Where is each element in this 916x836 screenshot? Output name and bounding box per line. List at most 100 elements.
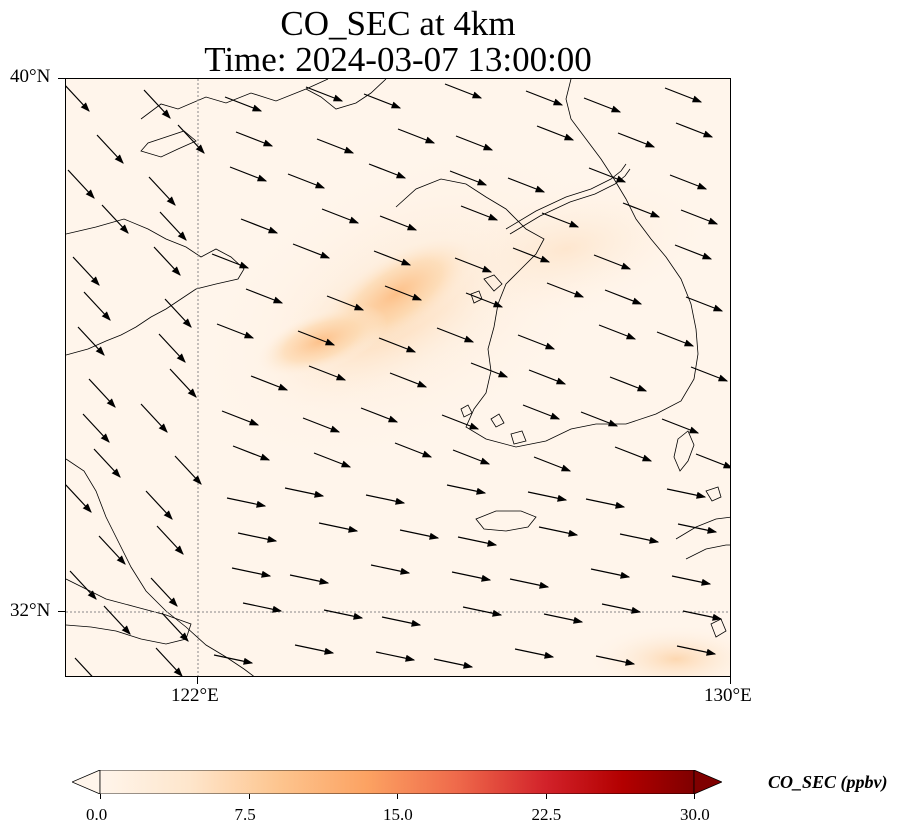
wind-arrow: [242, 602, 283, 613]
wind-arrow: [522, 404, 561, 420]
wind-arrow: [237, 532, 278, 543]
wind-arrow: [67, 169, 95, 199]
wind-arrow: [454, 257, 493, 273]
wind-arrow: [232, 445, 271, 461]
wind-arrow: [155, 647, 183, 676]
wind-arrow: [462, 606, 503, 617]
gridlines: [66, 79, 730, 676]
wind-arrow: [614, 446, 653, 462]
wind-arrow: [363, 93, 402, 109]
wind-arrow: [294, 644, 335, 655]
colorbar-tick-label: 30.0: [680, 805, 710, 824]
wind-arrow: [287, 173, 326, 189]
wind-arrow: [656, 331, 695, 347]
wind-arrow: [394, 442, 433, 458]
lon-tick-122: [197, 677, 198, 684]
co-plume: [192, 139, 730, 676]
wind-arrow: [598, 324, 637, 340]
wind-arrow: [229, 166, 268, 182]
colorbar-tick: [545, 794, 547, 799]
wind-arrow: [77, 326, 105, 356]
wind-arrow: [83, 291, 111, 321]
lon-tick-label-122: 122°E: [171, 685, 219, 706]
wind-arrow: [389, 372, 428, 388]
wind-arrow: [153, 246, 181, 276]
wind-arrow: [66, 85, 90, 112]
wind-arrow: [370, 564, 411, 575]
wind-arrow: [302, 417, 341, 433]
wind-arrow: [88, 378, 116, 408]
map-panel: [65, 78, 731, 677]
wind-arrow: [449, 170, 488, 186]
map-canvas: [66, 79, 730, 676]
map-title-line1: CO_SEC at 4km: [280, 4, 516, 43]
wind-arrow: [381, 616, 422, 627]
wind-arrow: [150, 577, 178, 607]
wind-arrow: [446, 484, 487, 495]
colorbar-graphic: [70, 769, 724, 795]
wind-arrow: [525, 90, 564, 106]
lat-tick-label-40: 40°N: [10, 66, 51, 87]
wind-arrow: [666, 488, 707, 499]
wind-arrow: [661, 418, 700, 434]
wind-arrow: [546, 282, 585, 298]
wind-arrow: [221, 410, 260, 426]
wind-arrow: [588, 167, 627, 183]
wind-arrow: [457, 536, 498, 547]
colorbar-tick-label: 0.0: [86, 805, 108, 824]
colorbar-label: CO_SEC (ppbv): [768, 772, 888, 792]
lat-tick-label-32: 32°N: [10, 600, 51, 621]
wind-arrow: [677, 523, 718, 534]
wind-arrow: [379, 215, 418, 231]
wind-arrow: [245, 288, 284, 304]
wind-arrow: [148, 176, 176, 206]
wind-arrow: [528, 369, 567, 385]
wind-arrow: [292, 243, 331, 259]
colorbar-min-extend: [70, 769, 101, 795]
colorbar-tick-label: 22.5: [531, 805, 562, 824]
lon-tick-label-130: 130°E: [704, 685, 752, 706]
wind-arrow: [213, 654, 254, 665]
wind-arrow: [676, 645, 717, 656]
wind-arrow: [583, 97, 622, 113]
wind-arrow: [69, 570, 97, 600]
wind-arrow: [533, 456, 572, 472]
wind-arrow: [297, 330, 336, 346]
wind-arrow: [316, 138, 355, 154]
wind-arrow: [305, 86, 344, 102]
wind-arrow: [536, 125, 575, 141]
lat-tick-32: [58, 611, 65, 612]
colorbar: [70, 769, 724, 795]
colorbar-tick-label: 7.5: [234, 805, 256, 824]
coastlines: [66, 79, 730, 676]
wind-arrow: [543, 613, 584, 624]
wind-arrow: [373, 250, 412, 266]
wind-arrow: [436, 327, 475, 343]
wind-arrow: [289, 574, 330, 585]
wind-arrow: [585, 498, 626, 509]
wind-arrow: [680, 209, 719, 225]
wind-arrow: [460, 205, 499, 221]
wind-arrow: [72, 256, 100, 286]
wind-arrow: [509, 578, 550, 589]
wind-arrow: [240, 218, 279, 234]
wind-arrow: [441, 414, 480, 430]
wind-arrow: [101, 204, 129, 234]
wind-arrow: [365, 494, 406, 505]
wind-arrow: [313, 452, 352, 468]
wind-arrow: [321, 208, 360, 224]
colorbar-tick: [248, 794, 250, 799]
colorbar-tick: [397, 794, 398, 799]
wind-arrow: [177, 124, 205, 154]
wind-arrow: [619, 533, 660, 544]
wind-arrow: [622, 202, 661, 218]
wind-arrow: [541, 212, 580, 228]
wind-arrow: [674, 244, 713, 260]
wind-arrow: [368, 163, 407, 179]
wind-arrow: [527, 491, 568, 502]
wind-arrow: [156, 525, 184, 555]
wind-arrow: [444, 83, 483, 99]
wind-arrow: [231, 567, 272, 578]
wind-arrow: [452, 449, 491, 465]
wind-arrow: [470, 362, 509, 378]
